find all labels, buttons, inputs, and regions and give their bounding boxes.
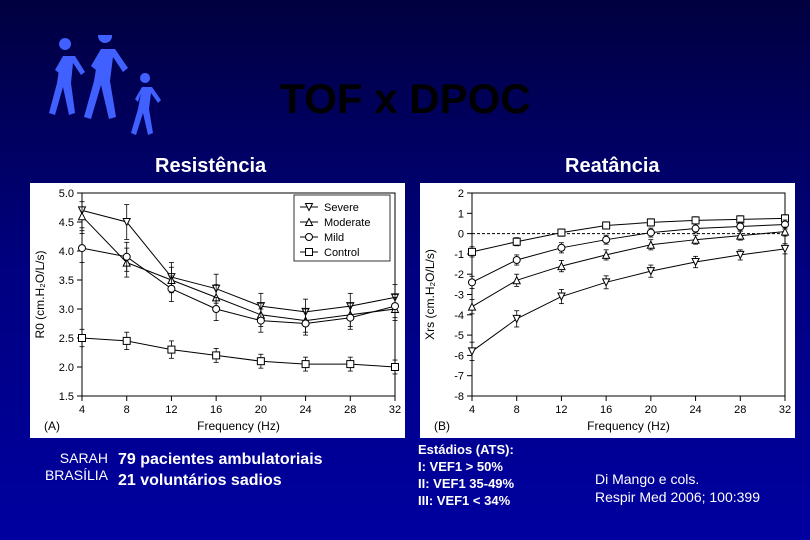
cite-l2: Respir Med 2006; 100:399 [595,489,760,505]
citation: Di Mango e cols. Respir Med 2006; 100:39… [595,470,760,506]
svg-text:(A): (A) [44,419,60,433]
svg-text:R0 (cm.H₂O/L/s): R0 (cm.H₂O/L/s) [33,251,47,339]
svg-text:20: 20 [255,404,267,416]
svg-text:-2: -2 [454,269,464,281]
stages-l3: III: VEF1 < 34% [418,493,510,508]
chart-resistance: 4 8 12 16 20 24 28 32 1.5 2.0 2.5 3.0 3.5 4.0 4.5 5.0 Fr… [30,183,405,438]
svg-text:20: 20 [645,404,657,416]
page-title: TOF x DPOC [279,75,530,123]
svg-text:-3: -3 [454,290,464,302]
sample-line2: 21 voluntários sadios [118,472,282,489]
subtitle-reatancia: Reatância [565,155,660,178]
svg-text:12: 12 [555,404,567,416]
svg-text:4: 4 [79,404,85,416]
svg-text:8: 8 [124,404,130,416]
chart-reactance: 48121620242832-8-7-6-5-4-3-2-1012Frequen… [420,183,795,438]
svg-text:16: 16 [600,404,612,416]
svg-text:Frequency (Hz): Frequency (Hz) [197,419,280,433]
svg-text:28: 28 [734,404,746,416]
svg-text:24: 24 [299,404,311,416]
svg-text:8: 8 [514,404,520,416]
svg-text:1: 1 [458,208,464,220]
svg-text:1.5: 1.5 [59,391,74,403]
svg-text:Frequency (Hz): Frequency (Hz) [587,419,670,433]
svg-text:2.5: 2.5 [59,333,74,345]
svg-text:28: 28 [344,404,356,416]
svg-text:Severe: Severe [324,202,359,214]
svg-text:4.0: 4.0 [59,246,74,258]
svg-text:-5: -5 [454,330,464,342]
svg-text:32: 32 [779,404,791,416]
sample-line1: 79 pacientes ambulatoriais [118,451,323,468]
svg-text:-8: -8 [454,391,464,403]
svg-text:-4: -4 [454,310,464,322]
cite-l1: Di Mango e cols. [595,471,699,487]
svg-text:3.5: 3.5 [59,275,74,287]
walking-figures-logo [40,35,180,150]
sample-description: 79 pacientes ambulatoriais 21 voluntário… [118,450,323,492]
subtitle-resistencia: Resistência [155,155,266,178]
svg-text:Control: Control [324,247,359,259]
svg-text:(B): (B) [434,419,450,433]
stages-l2: II: VEF1 35-49% [418,476,514,491]
svg-text:Xrs (cm.H₂O/L/s): Xrs (cm.H₂O/L/s) [423,249,437,340]
svg-text:Mild: Mild [324,232,344,244]
svg-text:0: 0 [458,229,464,241]
ats-stages: Estádios (ATS): I: VEF1 > 50% II: VEF1 3… [418,442,514,510]
svg-text:12: 12 [165,404,177,416]
stages-l1: I: VEF1 > 50% [418,459,503,474]
svg-text:2.0: 2.0 [59,362,74,374]
stages-title: Estádios (ATS): [418,442,514,457]
svg-text:2: 2 [458,188,464,200]
svg-text:-7: -7 [454,371,464,383]
svg-text:4: 4 [469,404,475,416]
institution-label: SARAH BRASÍLIA [40,450,108,484]
sarah-line2: BRASÍLIA [45,467,108,483]
svg-text:5.0: 5.0 [59,188,74,200]
svg-text:24: 24 [689,404,701,416]
sarah-line1: SARAH [60,450,108,466]
svg-text:Moderate: Moderate [324,217,370,229]
svg-text:-6: -6 [454,350,464,362]
svg-text:32: 32 [389,404,401,416]
svg-text:-1: -1 [454,249,464,261]
svg-text:16: 16 [210,404,222,416]
svg-text:4.5: 4.5 [59,217,74,229]
svg-text:3.0: 3.0 [59,304,74,316]
